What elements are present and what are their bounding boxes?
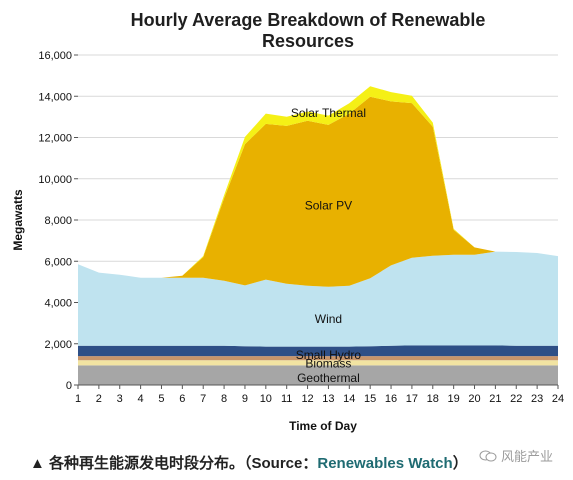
x-tick-label: 19 xyxy=(448,393,460,405)
x-tick-label: 11 xyxy=(281,393,292,405)
x-tick-label: 13 xyxy=(322,393,334,405)
stacked-areas xyxy=(78,86,558,385)
series-label-small-hydro: Small Hydro xyxy=(296,348,362,362)
x-tick-label: 12 xyxy=(301,393,313,405)
x-tick-label: 5 xyxy=(158,393,164,405)
x-tick-label: 7 xyxy=(200,393,206,405)
x-tick-label: 17 xyxy=(406,393,418,405)
x-tick-label: 6 xyxy=(179,393,185,405)
series-label-solar-pv: Solar PV xyxy=(305,199,352,213)
x-tick-label: 1 xyxy=(75,393,81,405)
x-tick-label: 16 xyxy=(385,393,397,405)
chart-title-line1: Hourly Average Breakdown of Renewable xyxy=(131,10,486,30)
x-tick-label: 24 xyxy=(552,393,564,405)
y-tick-label: 14,000 xyxy=(38,91,72,103)
x-axis-title: Time of Day xyxy=(289,419,357,433)
x-tick-label: 14 xyxy=(343,393,355,405)
caption-source: Renewables Watch xyxy=(317,455,453,472)
x-tick-label: 15 xyxy=(364,393,376,405)
area-series-biomass xyxy=(78,360,558,366)
caption-prefix: ▲ 各种再生能源发电时段分布。（Source： xyxy=(30,455,318,472)
x-tick-label: 10 xyxy=(260,393,272,405)
x-tick-label: 9 xyxy=(242,393,248,405)
wechat-icon xyxy=(479,450,497,461)
caption-suffix: ） xyxy=(452,455,468,472)
y-axis-title: Megawatts xyxy=(11,189,25,251)
y-tick-label: 2,000 xyxy=(44,339,72,351)
chart-title-line2: Resources xyxy=(262,31,354,51)
x-tick-label: 2 xyxy=(96,393,102,405)
y-tick-label: 4,000 xyxy=(44,298,72,310)
y-tick-label: 6,000 xyxy=(44,256,72,268)
y-tick-label: 12,000 xyxy=(38,133,72,145)
watermark: 风能产业 xyxy=(479,446,553,465)
watermark-text: 风能产业 xyxy=(500,449,553,464)
y-tick-label: 8,000 xyxy=(44,215,72,227)
series-label-wind: Wind xyxy=(315,312,342,326)
area-series-solar-pv xyxy=(78,96,558,287)
area-series-small-hydro xyxy=(78,356,558,361)
y-tick-label: 10,000 xyxy=(38,174,72,186)
x-tick-label: 3 xyxy=(117,393,123,405)
x-tick-label: 22 xyxy=(510,393,522,405)
series-labels: Solar Thermal Solar PV Wind Small HydroBiom… xyxy=(291,106,366,385)
figure-caption: ▲ 各种再生能源发电时段分布。（Source：Renewables Watch） xyxy=(30,452,468,473)
series-label-biomass: Biomass xyxy=(305,356,351,370)
area-series-band-3 xyxy=(78,345,558,357)
area-series-wind xyxy=(78,251,558,347)
y-tick-label: 16,000 xyxy=(38,50,72,62)
x-tick-label: 20 xyxy=(468,393,480,405)
x-tick-label: 23 xyxy=(531,393,543,405)
series-label-solar-thermal: Solar Thermal xyxy=(291,106,366,120)
x-tick-label: 4 xyxy=(138,393,144,405)
axes: 0 2,000 4,000 6,000 8,000 10,000 12,000 14,000 1… xyxy=(38,50,564,405)
area-series-geothermal xyxy=(78,365,558,385)
x-tick-label: 21 xyxy=(489,393,501,405)
y-tick-label: 0 xyxy=(66,380,72,392)
series-label-geothermal: Geothermal xyxy=(297,371,360,385)
x-tick-label: 18 xyxy=(427,393,439,405)
x-tick-label: 8 xyxy=(221,393,227,405)
